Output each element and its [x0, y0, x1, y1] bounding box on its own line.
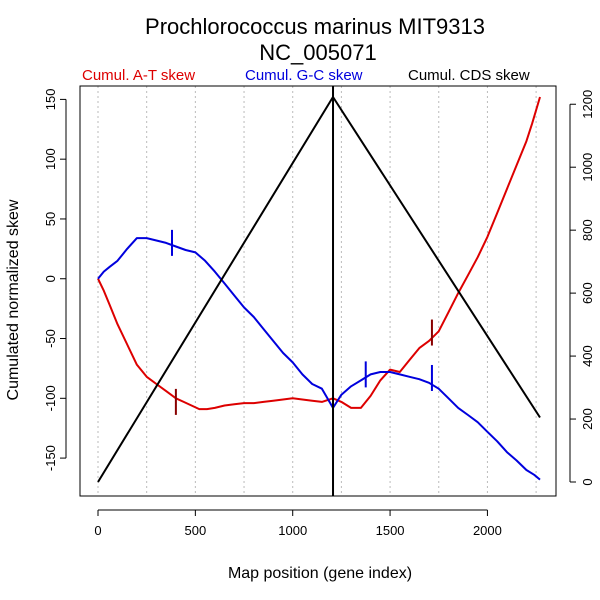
- legend-cds-skew: Cumul. CDS skew: [408, 67, 530, 84]
- y2-tick-label: 0: [580, 478, 595, 485]
- series-line-cumul-cds-skew: [97, 96, 541, 483]
- y-tick-label: 100: [43, 148, 58, 170]
- x-tick-label: 1000: [278, 523, 307, 538]
- x-tick-label: 2000: [473, 523, 502, 538]
- y2-tick-label: 600: [580, 282, 595, 304]
- legend-gc-skew: Cumul. G-C skew: [245, 67, 363, 84]
- plot-frame: [79, 85, 557, 497]
- chart-title: Prochlorococcus marinus MIT9313: [145, 14, 485, 39]
- series-group: [97, 86, 541, 496]
- legend-at-skew: Cumul. A-T skew: [82, 67, 195, 84]
- x-axis: 0 500 1000 1500 2000: [94, 509, 502, 538]
- y2-tick-label: 1200: [580, 90, 595, 119]
- y-tick-label: 0: [43, 275, 58, 282]
- marker-group: [170, 229, 433, 415]
- y-tick-label: -100: [43, 385, 58, 411]
- x-tick-label: 1500: [376, 523, 405, 538]
- series-line-cumul-g-c-skew: [97, 237, 541, 481]
- y-axis-left: -150 -100 -50 0 50 100 150: [43, 89, 67, 471]
- y-axis-right: 0 200 400 600 800 1000 1200: [569, 90, 595, 486]
- y-tick-label: -50: [43, 329, 58, 348]
- series-line-cumul-a-t-skew: [97, 96, 541, 411]
- x-tick-label: 0: [94, 523, 101, 538]
- y-tick-label: -150: [43, 445, 58, 471]
- y2-tick-label: 800: [580, 219, 595, 241]
- y2-tick-label: 1000: [580, 153, 595, 182]
- grid-lines: [97, 86, 537, 496]
- x-tick-label: 500: [185, 523, 207, 538]
- chart-subtitle: NC_005071: [259, 40, 376, 65]
- x-axis-label: Map position (gene index): [228, 565, 412, 582]
- y-tick-label: 150: [43, 89, 58, 111]
- y2-tick-label: 200: [580, 408, 595, 430]
- y-tick-label: 50: [43, 212, 58, 226]
- y2-tick-label: 400: [580, 345, 595, 367]
- y-axis-label: Cumulated normalized skew: [5, 199, 22, 400]
